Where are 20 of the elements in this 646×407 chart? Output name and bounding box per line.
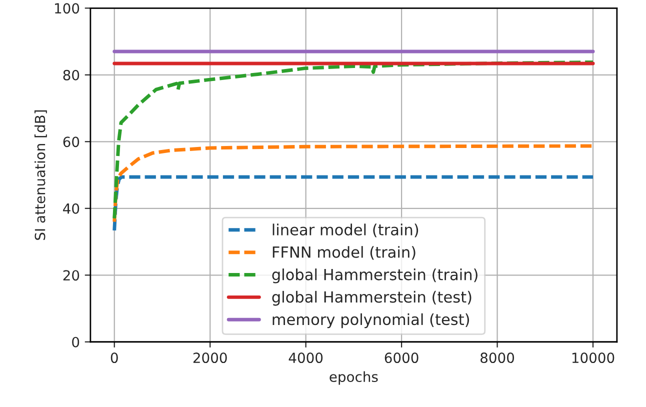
y-tick-label: 0 [72, 336, 80, 348]
x-axis-title: epochs [330, 371, 378, 385]
y-axis-title: SI attenuation [dB] [34, 110, 47, 240]
legend-label: linear model (train) [272, 224, 418, 238]
y-tick-label: 100 [55, 3, 80, 14]
legend-label: FFNN model (train) [272, 246, 416, 260]
legend-label: memory polynomial (test) [272, 313, 469, 328]
y-tick-label: 20 [63, 270, 80, 281]
y-tick-label: 60 [63, 136, 80, 148]
line-series [112, 60, 595, 220]
x-tick-label: 0 [110, 352, 118, 364]
x-tick-label: 8000 [480, 352, 514, 364]
x-tick-label: 2000 [193, 352, 227, 364]
y-tick-label: 80 [63, 70, 80, 80]
legend-label: global Hammerstein (train) [272, 268, 478, 284]
y-tick-label: 40 [63, 203, 80, 214]
legend-label: global Hammerstein (test) [272, 290, 472, 306]
x-tick-label: 6000 [384, 352, 418, 364]
x-tick-label: 10000 [572, 352, 614, 364]
x-tick-label: 4000 [288, 352, 323, 364]
